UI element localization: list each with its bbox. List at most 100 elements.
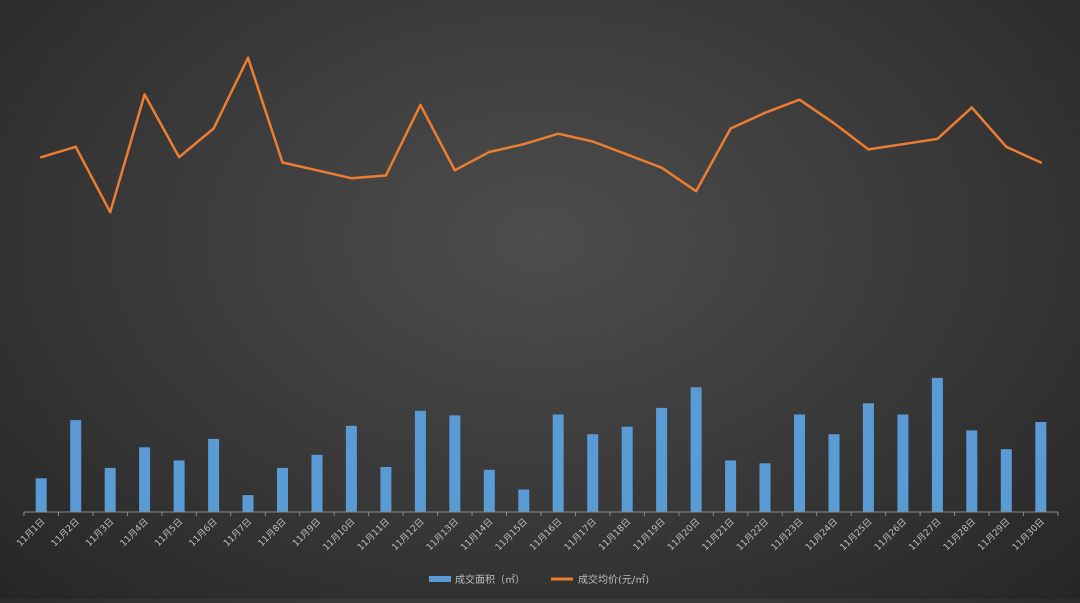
bar-11月19日: [656, 407, 668, 512]
bar-11月27日: [931, 377, 943, 512]
legend-label-bar: 成交面积（㎡）: [455, 573, 525, 586]
bar-11月24日: [828, 434, 840, 512]
line-series: [39, 56, 1043, 214]
line-point-11月2日: [74, 145, 77, 148]
x-tick-label: 11月19日: [631, 516, 668, 553]
line-point-11月6日: [212, 127, 215, 130]
x-tick-label: 11月27日: [907, 516, 944, 553]
x-tick-label: 11月28日: [941, 516, 978, 553]
line-point-11月3日: [109, 211, 112, 214]
x-tick-label: 11月1日: [15, 516, 48, 549]
bar-11月22日: [759, 463, 771, 513]
line-point-11月23日: [798, 98, 801, 101]
x-tick-label: 11月12日: [390, 516, 427, 553]
line-point-11月24日: [832, 122, 836, 125]
bar-11月23日: [794, 414, 805, 512]
x-tick-label: 11月18日: [597, 516, 634, 553]
bar-11月1日: [35, 478, 47, 513]
bar-11月13日: [449, 415, 461, 512]
bar-11月25日: [862, 403, 874, 513]
legend: 成交面积（㎡） 成交均价(元/㎡): [429, 573, 649, 586]
x-tick-label: 11月16日: [528, 516, 565, 553]
x-tick-label: 11月17日: [562, 516, 599, 553]
x-tick-label: 11月11日: [355, 516, 392, 553]
bar-11月9日: [311, 454, 323, 512]
x-tick-label: 11月24日: [803, 516, 840, 553]
x-tick-label: 11月22日: [734, 516, 771, 553]
x-tick-label: 11月25日: [838, 516, 875, 553]
bar-series: [35, 377, 1047, 513]
bar-11月20日: [690, 387, 702, 512]
line-point-11月14日: [488, 150, 491, 154]
x-tick-label: 11月14日: [459, 516, 496, 553]
x-tick-label: 11月5日: [153, 516, 186, 549]
line-point-11月8日: [281, 161, 284, 164]
bar-11月15日: [518, 489, 530, 512]
line-point-11月18日: [626, 153, 629, 156]
line-point-11月13日: [453, 169, 456, 172]
bar-11月11日: [380, 467, 392, 512]
x-tick-label: 11月13日: [424, 516, 461, 553]
x-tick-label: 11月6日: [187, 516, 220, 549]
bar-11月4日: [139, 447, 151, 512]
x-tick-label: 11月21日: [700, 516, 737, 553]
x-tick-label: 11月20日: [666, 516, 703, 553]
x-tick-label: 11月30日: [1010, 516, 1047, 553]
x-tick-label: 11月7日: [221, 516, 254, 549]
line-point-11月17日: [591, 140, 594, 143]
bar-11月28日: [966, 430, 978, 512]
line-point-11月21日: [729, 127, 732, 130]
bar-11月10日: [345, 425, 357, 513]
x-axis: [23, 511, 1059, 516]
x-tick-label: 11月29日: [976, 516, 1013, 553]
line-point-11月28日: [970, 106, 973, 109]
bar-11月26日: [897, 414, 909, 512]
line-point-11月12日: [419, 103, 422, 107]
line-point-11月5日: [177, 156, 181, 159]
x-tick-label: 11月10日: [321, 516, 358, 553]
line-point-11月11日: [384, 174, 388, 177]
x-tick-label: 11月8日: [256, 516, 289, 549]
x-tick-label: 11月23日: [769, 516, 806, 553]
bar-11月16日: [552, 414, 564, 512]
line-point-11月7日: [246, 56, 250, 59]
x-tick-label: 11月3日: [84, 516, 117, 549]
legend-label-line: 成交均价(元/㎡): [578, 573, 649, 586]
bar-11月29日: [1000, 449, 1012, 512]
bar-11月21日: [725, 460, 737, 512]
bar-11月2日: [70, 420, 82, 512]
line-point-11月4日: [143, 93, 146, 96]
bar-11月18日: [621, 426, 633, 512]
line-point-11月16日: [557, 132, 560, 135]
line-point-11月26日: [901, 143, 905, 146]
line-point-11月1日: [40, 156, 43, 159]
legend-swatch-bar: [429, 576, 451, 582]
x-tick-label: 11月9日: [290, 516, 323, 549]
x-tick-label: 11月15日: [493, 516, 530, 553]
line-point-11月9日: [315, 169, 319, 172]
avg-price-line: [39, 56, 1043, 214]
line-point-11月19日: [660, 166, 663, 169]
x-tick-labels: 11月1日 11月2日 11月3日 11月4日 11月5日 11月6日 11月7日 11月8日…: [15, 516, 1047, 553]
bar-11月30日: [1035, 422, 1047, 512]
line-point-11月15日: [522, 143, 525, 146]
bar-11月3日: [104, 467, 116, 512]
line-point-11月10日: [350, 177, 353, 180]
x-tick-label: 11月26日: [872, 516, 909, 553]
line-point-11月29日: [1005, 145, 1008, 148]
x-tick-label: 11月2日: [49, 516, 82, 549]
bar-11月17日: [587, 434, 599, 512]
bar-11月5日: [173, 460, 185, 512]
bar-11月7日: [242, 495, 254, 512]
line-point-11月25日: [867, 148, 870, 151]
x-tick-label: 11月4日: [118, 516, 151, 549]
bar-11月14日: [483, 469, 495, 512]
line-point-11月22日: [763, 111, 767, 115]
bar-11月12日: [414, 410, 426, 513]
line-point-11月27日: [936, 137, 939, 141]
bar-11月8日: [277, 467, 288, 512]
bar-11月6日: [208, 438, 220, 512]
line-point-11月30日: [1039, 161, 1043, 164]
